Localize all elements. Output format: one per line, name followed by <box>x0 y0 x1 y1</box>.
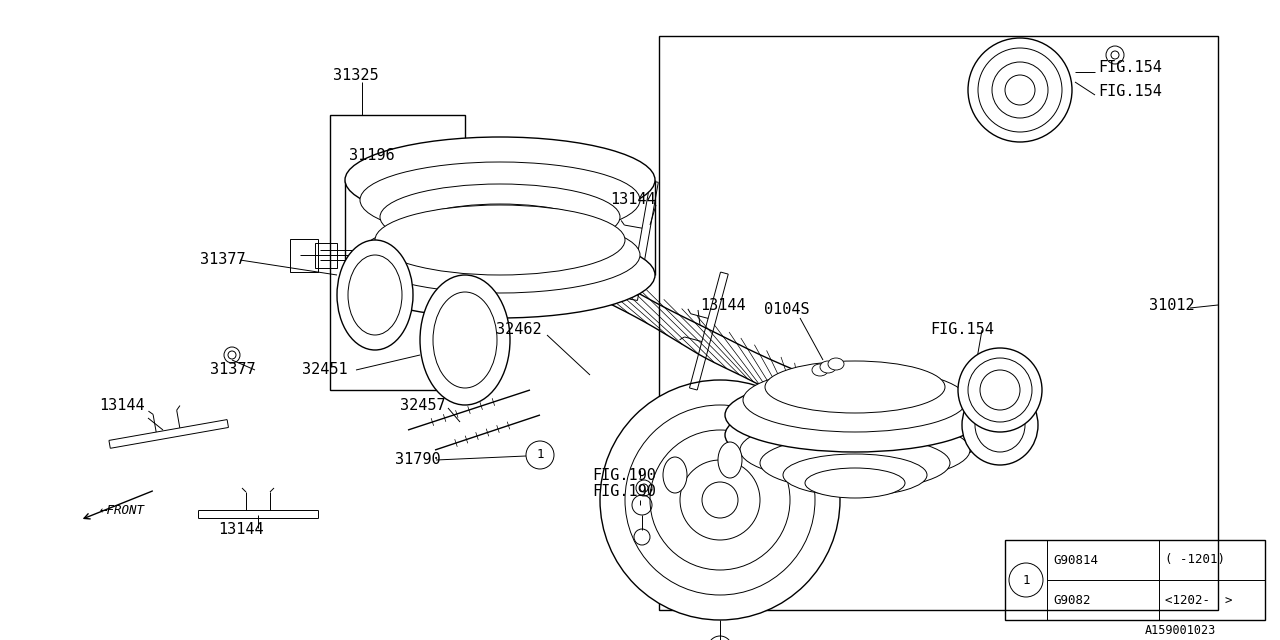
Text: FIG.154: FIG.154 <box>931 323 993 337</box>
Ellipse shape <box>1005 75 1036 105</box>
Ellipse shape <box>828 358 844 370</box>
Ellipse shape <box>348 255 402 335</box>
Ellipse shape <box>433 292 497 388</box>
Ellipse shape <box>375 205 625 275</box>
Ellipse shape <box>963 385 1038 465</box>
Text: 32457: 32457 <box>399 397 445 413</box>
Ellipse shape <box>724 378 986 452</box>
Text: G9082: G9082 <box>1053 593 1091 607</box>
Text: FIG.154: FIG.154 <box>1098 61 1162 76</box>
Ellipse shape <box>420 275 509 405</box>
Text: FIG.190: FIG.190 <box>591 484 655 499</box>
Ellipse shape <box>968 38 1073 142</box>
Ellipse shape <box>663 457 687 493</box>
Ellipse shape <box>975 398 1025 452</box>
Ellipse shape <box>978 48 1062 132</box>
Ellipse shape <box>701 482 739 518</box>
Ellipse shape <box>957 348 1042 432</box>
Ellipse shape <box>346 232 655 318</box>
Text: 31377: 31377 <box>200 253 246 268</box>
Ellipse shape <box>765 361 945 413</box>
Ellipse shape <box>358 244 381 262</box>
Ellipse shape <box>402 204 598 258</box>
Text: 13144: 13144 <box>611 193 655 207</box>
Ellipse shape <box>650 430 790 570</box>
Ellipse shape <box>425 221 575 263</box>
Ellipse shape <box>783 454 927 496</box>
Ellipse shape <box>968 358 1032 422</box>
Ellipse shape <box>600 380 840 620</box>
Text: 31377: 31377 <box>210 362 256 378</box>
Ellipse shape <box>820 361 836 373</box>
Bar <box>291 239 317 272</box>
Bar <box>315 243 337 268</box>
Text: G90814: G90814 <box>1053 554 1098 566</box>
Ellipse shape <box>364 248 378 258</box>
Ellipse shape <box>812 364 828 376</box>
Text: 31790: 31790 <box>396 452 440 467</box>
Text: <1202-  >: <1202- > <box>1165 593 1233 607</box>
Bar <box>330 115 465 390</box>
Text: 32462: 32462 <box>497 323 541 337</box>
Ellipse shape <box>718 442 742 478</box>
Text: 13144: 13144 <box>218 522 264 538</box>
Text: ( -1201): ( -1201) <box>1165 554 1225 566</box>
Ellipse shape <box>360 217 640 293</box>
Text: 32451: 32451 <box>302 362 348 378</box>
Ellipse shape <box>980 370 1020 410</box>
Ellipse shape <box>380 184 620 250</box>
Text: 1: 1 <box>536 449 544 461</box>
Text: 31012: 31012 <box>1149 298 1196 312</box>
Bar <box>1005 540 1265 620</box>
Text: 0104S: 0104S <box>764 303 810 317</box>
Text: 13144: 13144 <box>700 298 746 312</box>
Ellipse shape <box>805 468 905 498</box>
Text: 31196: 31196 <box>349 147 394 163</box>
Ellipse shape <box>346 137 655 223</box>
Ellipse shape <box>337 240 413 350</box>
Ellipse shape <box>360 162 640 238</box>
Ellipse shape <box>625 405 815 595</box>
Text: A159001023: A159001023 <box>1146 623 1216 637</box>
Ellipse shape <box>742 368 966 432</box>
Text: 1: 1 <box>1023 573 1029 586</box>
Bar <box>659 36 1219 610</box>
Text: FIG.190: FIG.190 <box>591 467 655 483</box>
Text: 13144: 13144 <box>100 397 145 413</box>
Text: FIG.154: FIG.154 <box>1098 84 1162 99</box>
Ellipse shape <box>740 418 970 482</box>
Ellipse shape <box>992 62 1048 118</box>
Text: ←FRONT: ←FRONT <box>100 504 145 516</box>
Text: 31325: 31325 <box>333 67 379 83</box>
Ellipse shape <box>680 460 760 540</box>
Ellipse shape <box>448 235 552 265</box>
Ellipse shape <box>724 398 986 472</box>
Ellipse shape <box>760 436 950 490</box>
